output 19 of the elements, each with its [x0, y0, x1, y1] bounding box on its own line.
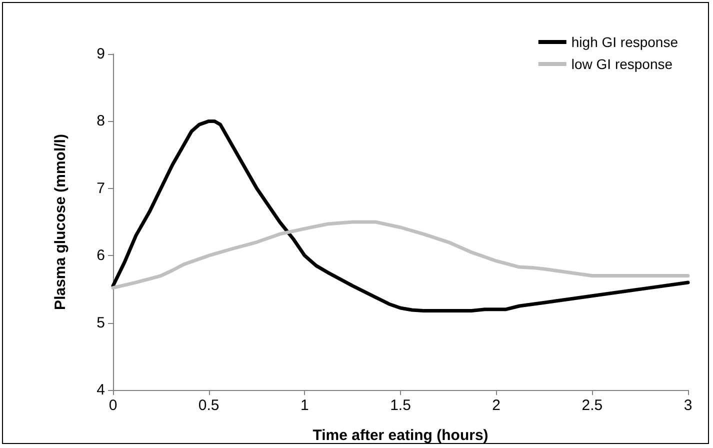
y-tick-label: 4	[96, 382, 105, 398]
x-axis-title: Time after eating (hours)	[312, 427, 488, 444]
y-tick-label: 5	[96, 314, 105, 332]
y-tick-label: 7	[96, 180, 105, 197]
y-tick-label: 6	[96, 247, 105, 264]
x-tick-label: 0	[108, 397, 118, 414]
x-tick-label: 1	[300, 397, 309, 414]
x-tick-label: 2	[492, 397, 501, 414]
legend-label: low GI response	[571, 56, 673, 72]
x-tick-label: 1.5	[390, 397, 411, 414]
y-axis-title: Plasma glucose (mmol/l)	[52, 134, 69, 310]
legend-label: high GI response	[571, 34, 678, 50]
line-series	[111, 119, 690, 312]
y-tick-label: 8	[96, 112, 105, 130]
y-tick-label: 9	[96, 46, 105, 62]
x-tick-label: 2.5	[582, 397, 603, 414]
line-series	[111, 220, 690, 290]
x-tick-label: 0.5	[198, 397, 220, 414]
x-tick-label: 3	[684, 397, 692, 414]
